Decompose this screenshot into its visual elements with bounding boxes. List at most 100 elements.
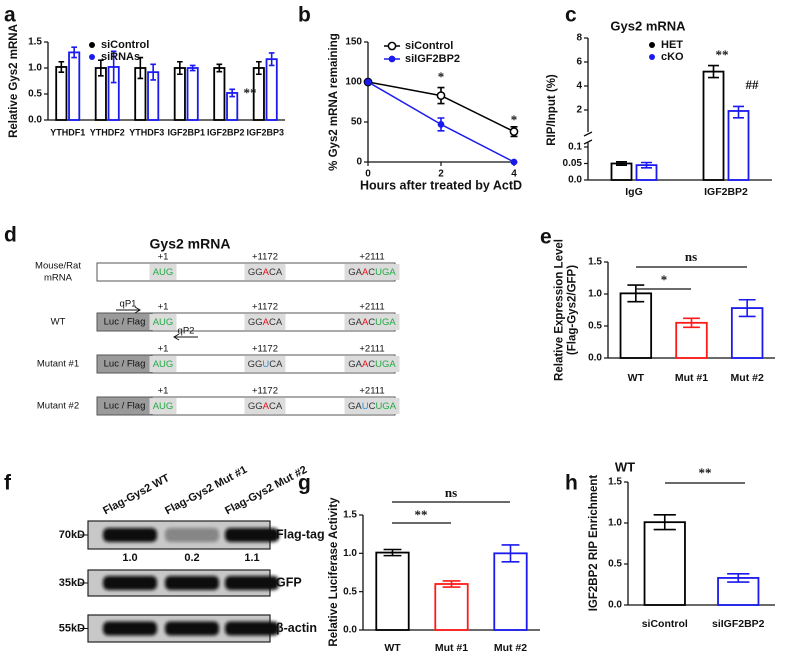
error-bar <box>383 548 402 557</box>
marker-label: 55kD <box>59 622 85 634</box>
y-tick-label: 1.5 <box>608 477 622 488</box>
blot-band <box>165 576 219 590</box>
annotation: * <box>661 272 668 287</box>
site-sequence: GGACA <box>248 267 283 278</box>
error-bar <box>256 60 262 76</box>
y-tick-label: 0.1 <box>568 142 582 153</box>
band-label: GFP <box>276 575 302 589</box>
y-axis-label: (Flag-Gys2/GFP) <box>567 265 579 355</box>
blot-band <box>225 621 279 636</box>
y-axis-label: % Gys2 mRNA remaining <box>328 33 340 171</box>
position-label: +1 <box>158 344 169 355</box>
error-bar <box>653 514 676 531</box>
annotation: ns <box>685 249 697 264</box>
error-bar <box>189 64 196 72</box>
error-bar <box>137 56 144 80</box>
blot-band <box>225 528 279 542</box>
legend-marker <box>89 54 95 60</box>
bar <box>265 58 278 121</box>
y-tick-label: 1.5 <box>28 37 42 48</box>
panel-letter: g <box>298 472 311 495</box>
panel-letter: h <box>565 472 578 495</box>
error-bar <box>733 105 744 119</box>
y-tick-label: 2 <box>576 105 582 116</box>
point <box>364 78 372 86</box>
sequence-part: GG <box>248 267 263 278</box>
error-bar <box>71 46 77 59</box>
sequence-part: A <box>362 317 369 328</box>
site-highlight <box>344 264 400 280</box>
sequence-part: GG <box>248 401 263 412</box>
chart-subtitle: WT <box>615 459 635 474</box>
point <box>437 121 445 128</box>
error-bar <box>727 573 750 583</box>
panel-letter: c <box>565 4 577 27</box>
legend-marker <box>649 42 655 48</box>
tag-label: Luc / Flag <box>104 317 146 328</box>
site-sequence: AUG <box>153 359 174 370</box>
error-bar <box>58 60 65 73</box>
row-label: WT <box>51 317 66 328</box>
site-sequence: GAUCUGA <box>348 401 397 412</box>
sequence-part: A <box>263 267 270 278</box>
x-tick-label: IGF2BP2 <box>207 127 245 137</box>
row-label: Mutant #2 <box>37 401 79 412</box>
legend-label: cKO <box>661 51 684 63</box>
y-axis-label: Relative Gys2 mRNA <box>8 24 20 138</box>
point <box>436 91 446 100</box>
x-tick-label: IGF2BP3 <box>246 127 284 137</box>
panel-letter: e <box>540 226 552 249</box>
site-highlight <box>244 356 286 372</box>
panel-letter: b <box>298 4 311 27</box>
blot-band <box>225 576 279 590</box>
sequence-part: CA <box>269 317 283 328</box>
bar <box>434 583 469 631</box>
annotation: * <box>438 69 445 84</box>
legend-label: siIGF2BP2 <box>405 53 460 65</box>
error-bar <box>110 50 117 84</box>
y-tick-label: 1.5 <box>588 257 602 268</box>
chart-title: Gys2 mRNA <box>610 18 686 33</box>
error-bar <box>150 63 156 81</box>
error-bar <box>616 161 627 166</box>
legend-label: siControl <box>101 39 149 51</box>
x-tick-label: Mut #1 <box>435 642 468 654</box>
x-tick-label: IGF2BP1 <box>167 127 205 137</box>
bar <box>213 67 226 121</box>
bar <box>68 51 81 121</box>
site-highlight <box>244 398 286 414</box>
error-bar <box>627 284 645 303</box>
sequence-part: CA <box>269 401 283 412</box>
bar <box>610 162 633 181</box>
sequence-part: UGA <box>375 401 396 412</box>
sequence-part: UGA <box>375 267 396 278</box>
panel-letter: f <box>4 472 12 495</box>
annotation: ** <box>244 85 257 100</box>
diagram-title: Gys2 mRNA <box>150 236 231 252</box>
x-tick-label: Mut #2 <box>494 642 527 654</box>
bar <box>643 521 686 606</box>
legend-label: siControl <box>405 40 453 52</box>
bar <box>702 70 725 181</box>
quantification: 0.2 <box>184 552 199 564</box>
x-tick-label: YTHDF1 <box>50 127 85 137</box>
sequence-part: AUG <box>153 401 174 412</box>
y-tick-label: 0.5 <box>343 586 357 597</box>
quantification: 1.0 <box>122 552 137 564</box>
band-label: Flag-tag <box>276 527 325 541</box>
site-highlight <box>149 314 177 330</box>
annotation: ** <box>716 47 729 62</box>
tag-label: Luc / Flag <box>104 401 146 412</box>
position-label: +1 <box>158 302 169 313</box>
y-axis-label: RIP/Input (%) <box>546 74 558 146</box>
bar <box>375 551 410 631</box>
sequence-part: A <box>263 317 270 328</box>
sequence-part: GA <box>348 359 362 370</box>
site-sequence: GGACA <box>248 401 283 412</box>
y-tick-label: 1.0 <box>588 289 602 300</box>
error-bar <box>216 63 223 73</box>
bar <box>186 67 199 121</box>
y-tick-label: 0.5 <box>608 559 622 570</box>
y-tick-label: 8 <box>576 33 582 44</box>
